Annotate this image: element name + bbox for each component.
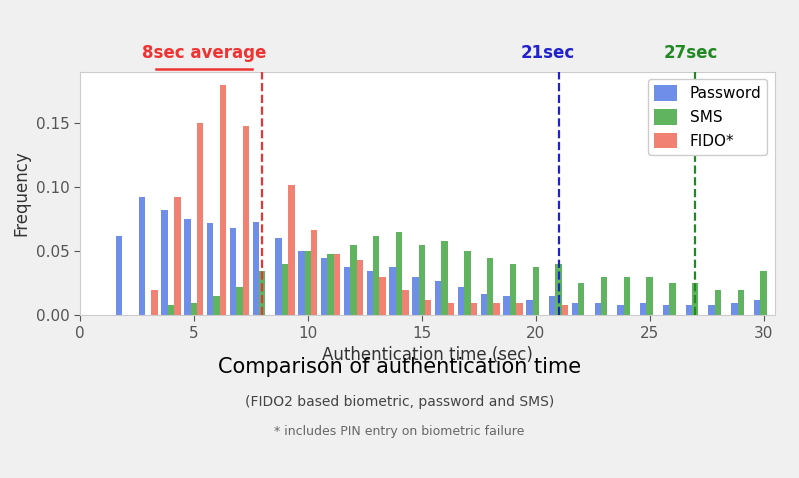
Bar	[288, 185, 295, 315]
Bar	[213, 296, 220, 315]
Text: Comparison of authentication time: Comparison of authentication time	[218, 357, 581, 377]
Bar	[761, 271, 767, 315]
Bar	[754, 300, 761, 315]
Bar	[161, 210, 168, 315]
Bar	[441, 241, 447, 315]
Bar	[220, 85, 226, 315]
Text: 8sec average: 8sec average	[141, 44, 266, 62]
Bar	[276, 239, 282, 315]
Bar	[419, 245, 425, 315]
Bar	[447, 303, 454, 315]
Bar	[334, 254, 340, 315]
Bar	[207, 223, 213, 315]
Bar	[594, 303, 601, 315]
Bar	[259, 271, 265, 315]
Bar	[139, 197, 145, 315]
Bar	[367, 271, 373, 315]
Bar	[321, 258, 328, 315]
Bar	[168, 305, 174, 315]
Bar	[480, 293, 487, 315]
Bar	[116, 236, 122, 315]
Bar	[737, 290, 744, 315]
Bar	[252, 222, 259, 315]
Bar	[152, 290, 158, 315]
Bar	[516, 303, 523, 315]
X-axis label: Authentication time (sec): Authentication time (sec)	[322, 347, 533, 364]
Bar	[230, 228, 237, 315]
Bar	[373, 236, 380, 315]
Bar	[503, 296, 510, 315]
Bar	[578, 283, 585, 315]
Bar	[646, 277, 653, 315]
Bar	[174, 197, 181, 315]
Bar	[532, 267, 539, 315]
Bar	[435, 281, 441, 315]
Text: 27sec: 27sec	[664, 44, 718, 62]
Y-axis label: Frequency: Frequency	[12, 151, 30, 237]
Bar	[471, 303, 477, 315]
Bar	[282, 264, 288, 315]
Bar	[197, 123, 204, 315]
Text: (FIDO2 based biometric, password and SMS): (FIDO2 based biometric, password and SMS…	[244, 395, 555, 409]
Bar	[624, 277, 630, 315]
Bar	[715, 290, 721, 315]
Bar	[640, 303, 646, 315]
Bar	[493, 303, 499, 315]
Bar	[396, 232, 402, 315]
Bar	[311, 229, 317, 315]
Bar	[389, 267, 396, 315]
Bar	[350, 245, 356, 315]
Bar	[692, 283, 698, 315]
Bar	[527, 300, 532, 315]
Bar	[670, 283, 676, 315]
Bar	[380, 277, 386, 315]
Bar	[487, 258, 493, 315]
Bar	[412, 277, 419, 315]
Bar	[304, 251, 311, 315]
Bar	[458, 287, 464, 315]
Bar	[601, 277, 607, 315]
Bar	[402, 290, 408, 315]
Bar	[237, 287, 243, 315]
Bar	[562, 305, 568, 315]
Bar	[618, 305, 624, 315]
Bar	[344, 267, 350, 315]
Bar	[191, 303, 197, 315]
Bar	[328, 254, 334, 315]
Text: * includes PIN entry on biometric failure: * includes PIN entry on biometric failur…	[274, 425, 525, 438]
Bar	[185, 219, 191, 315]
Bar	[549, 296, 555, 315]
Bar	[243, 126, 249, 315]
Bar	[298, 251, 304, 315]
Bar	[510, 264, 516, 315]
Text: 21sec: 21sec	[520, 44, 574, 62]
Bar	[425, 300, 431, 315]
Bar	[731, 303, 737, 315]
Bar	[709, 305, 715, 315]
Bar	[663, 305, 670, 315]
Legend: Password, SMS, FIDO*: Password, SMS, FIDO*	[648, 79, 767, 155]
Bar	[356, 261, 363, 315]
Bar	[572, 303, 578, 315]
Bar	[555, 264, 562, 315]
Bar	[464, 251, 471, 315]
Bar	[686, 305, 692, 315]
